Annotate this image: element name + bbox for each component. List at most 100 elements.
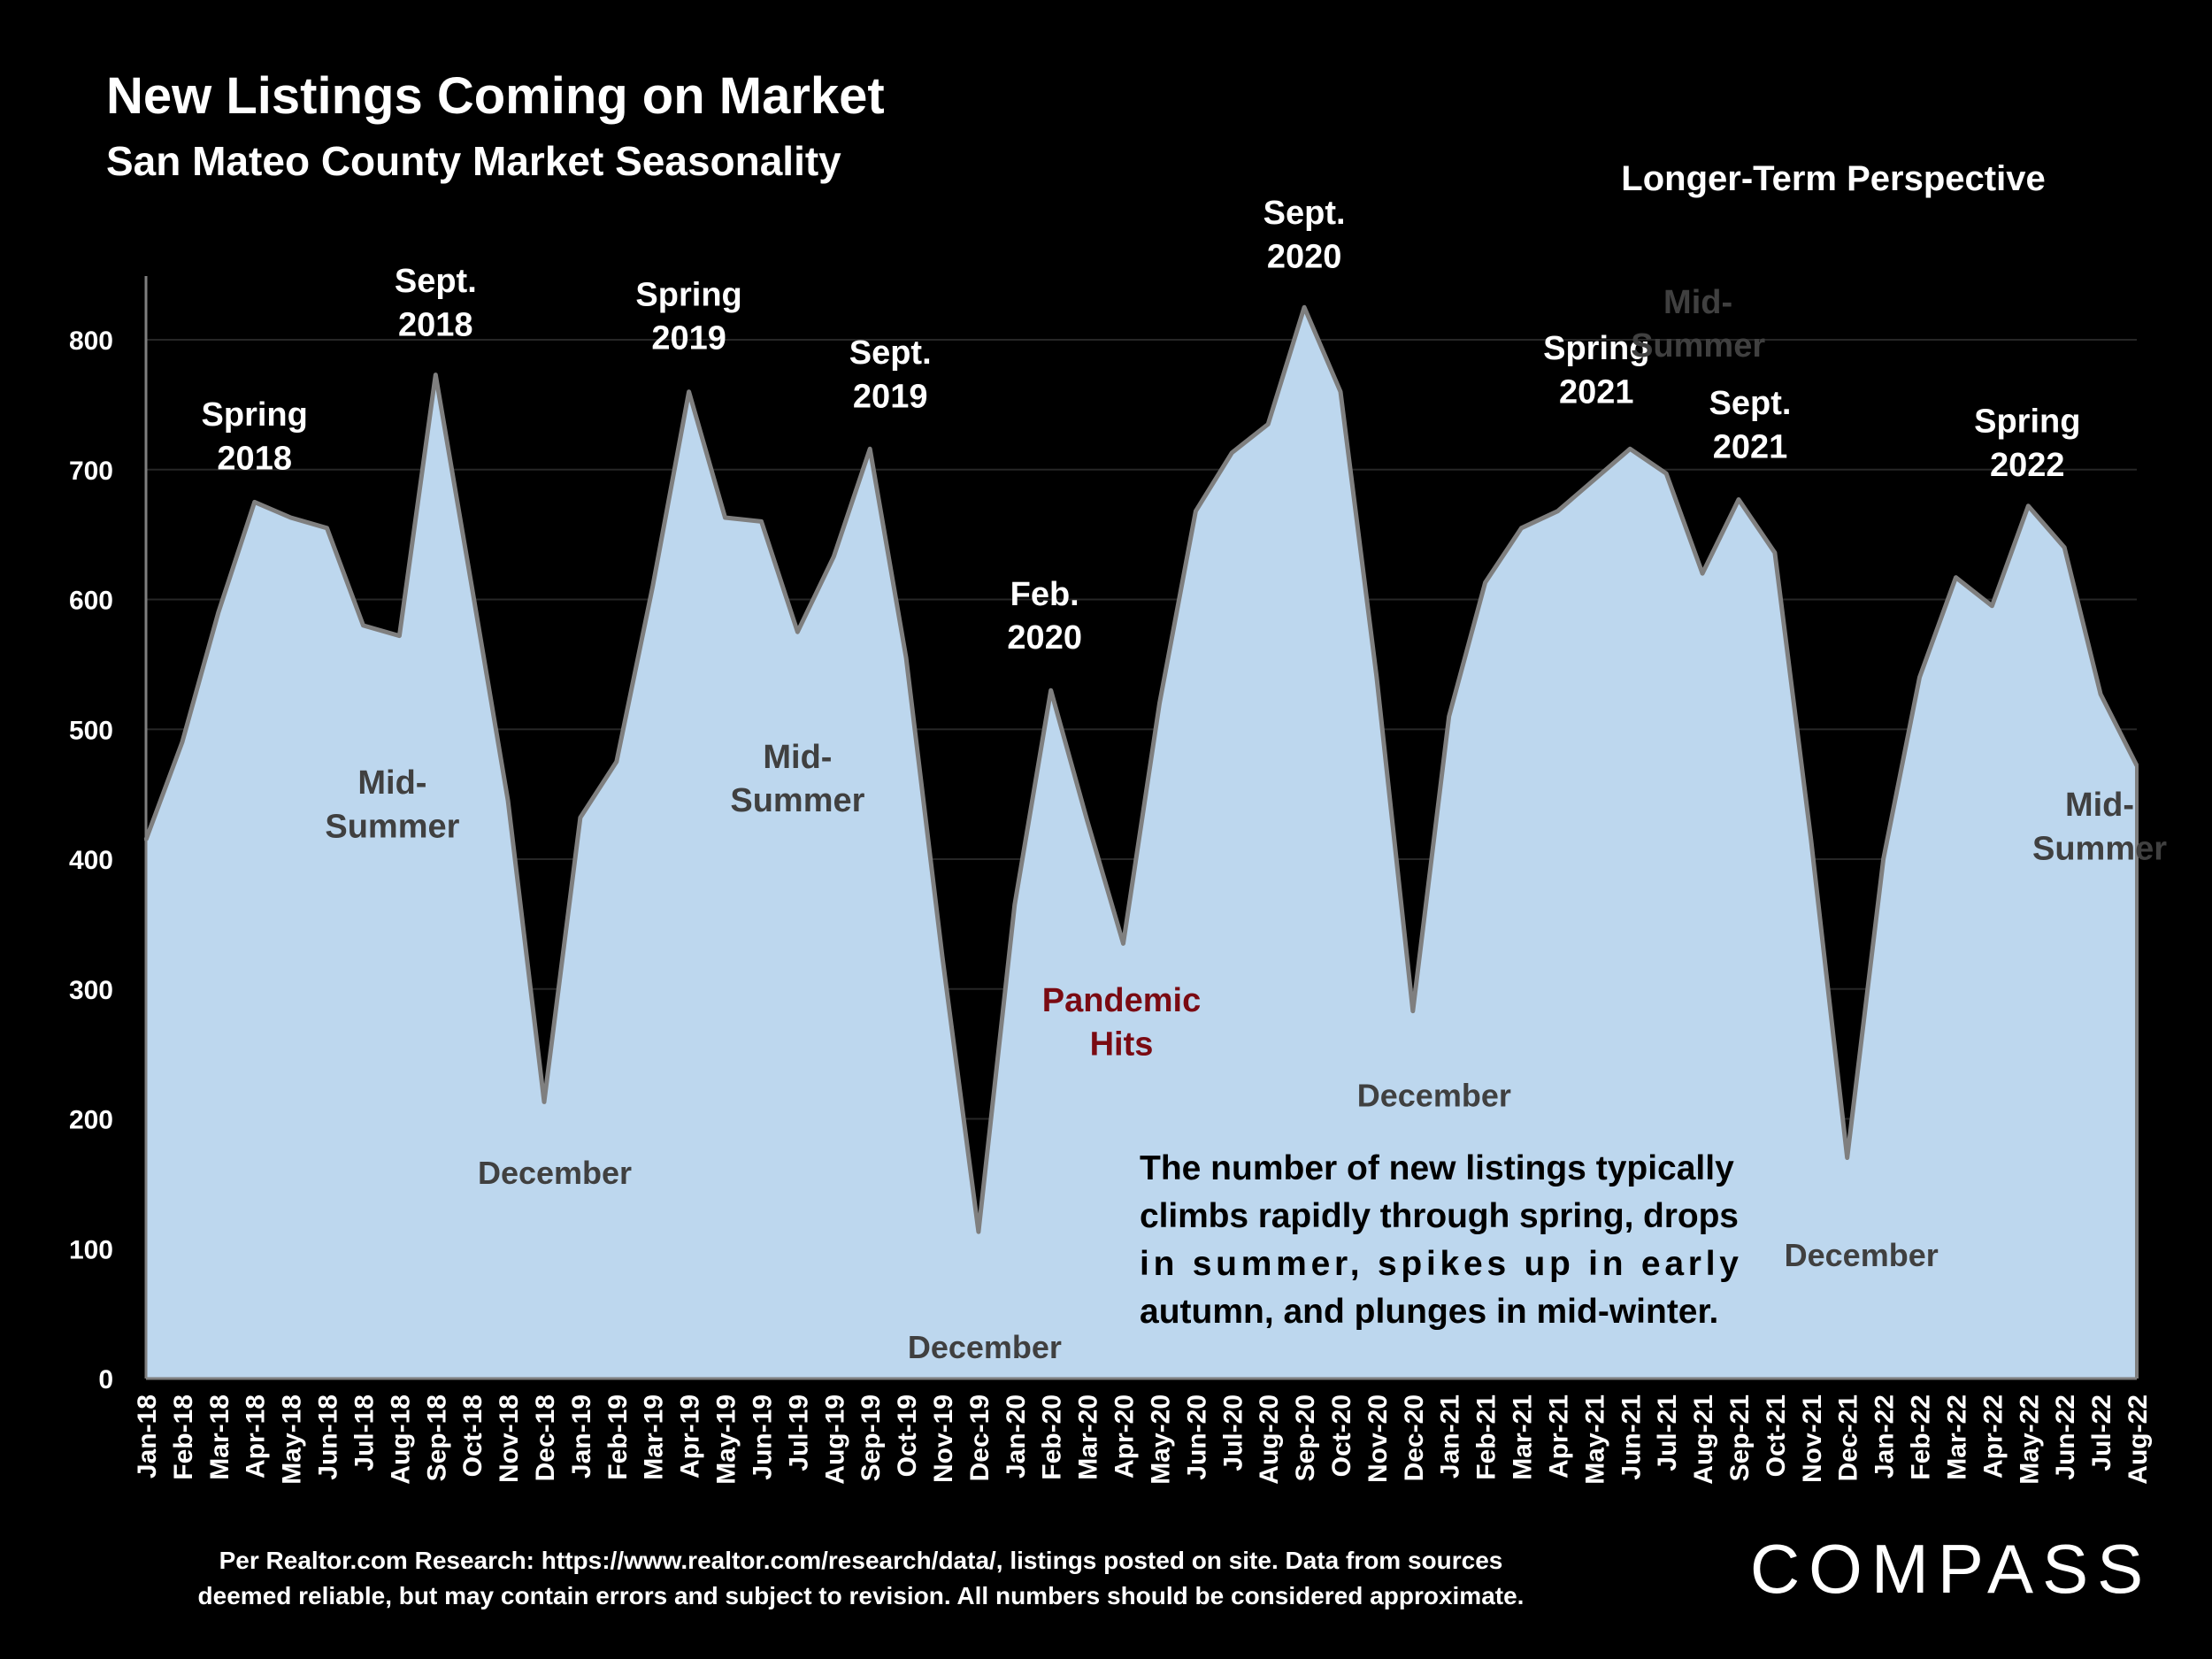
x-tick-label: Mar-18 — [205, 1394, 234, 1480]
note-line-1: The number of new listings typically — [1140, 1149, 1734, 1187]
annotation-sep-18: Sept. 2018 — [395, 263, 477, 343]
area-fill — [146, 307, 2137, 1379]
x-tick-label: Oct-20 — [1327, 1394, 1356, 1477]
data-point-Jul-18: Jul-18: 580 — [361, 623, 365, 627]
data-point-Aug-21: Aug-21: 620 — [1701, 572, 1705, 576]
annotation-feb-20: Feb. 2020 — [1007, 576, 1082, 657]
chart-subtitle: San Mateo County Market Seasonality — [106, 138, 841, 184]
data-point-Oct-19: Oct-19: 555 — [904, 656, 909, 660]
x-tick-label: Dec-20 — [1400, 1394, 1429, 1481]
perspective-label: Longer-Term Perspective — [1621, 159, 2045, 198]
x-tick-label: Aug-22 — [2124, 1394, 2153, 1485]
annotation-line: December — [908, 1329, 1062, 1365]
data-point-Jul-20: Jul-20: 713 — [1230, 450, 1234, 455]
annotation-apr-19: Spring 2019 — [635, 276, 741, 357]
data-point-Jun-18: Jun-18: 655 — [325, 526, 329, 530]
data-point-Apr-18: Apr-18: 675 — [252, 500, 257, 504]
x-tick-label: May-18 — [278, 1394, 307, 1485]
data-point-Jan-20: Jan-20: 365 — [1012, 902, 1017, 907]
data-point-Oct-21: Oct-21: 636 — [1772, 550, 1777, 555]
x-tick-label: Jul-20 — [1218, 1394, 1248, 1471]
data-point-Jun-20: Jun-20: 668 — [1194, 509, 1198, 513]
y-tick-label: 600 — [69, 587, 113, 616]
x-tick-label: Jun-22 — [2051, 1394, 2080, 1480]
x-tick-label: Sep-18 — [422, 1394, 451, 1481]
data-point-Aug-18: Aug-18: 572 — [397, 634, 402, 638]
data-point-Dec-19: Dec-19: 113 — [976, 1230, 980, 1234]
data-point-Jan-22: Jan-22: 400 — [1881, 857, 1886, 861]
compass-logo: COMPASS — [1750, 1530, 2152, 1608]
x-tick-label: Aug-21 — [1689, 1394, 1718, 1485]
x-tick-label: May-19 — [712, 1394, 741, 1485]
x-tick-label: Jan-22 — [1870, 1394, 1900, 1479]
annotation-may-22: Spring 2022 — [1974, 403, 2080, 483]
data-point-Oct-20: Oct-20: 760 — [1339, 389, 1342, 394]
annotations: Spring 2018 Mid- Summer Sept. 2018 December Spr… — [202, 195, 2168, 1365]
x-tick-label: Feb-19 — [603, 1394, 633, 1480]
data-point-Dec-20: Dec-20: 283 — [1410, 1009, 1415, 1013]
annotation-dec-18: December — [478, 1155, 632, 1191]
data-point-Mar-21: Mar-21: 655 — [1519, 526, 1524, 530]
x-tick-label: Sep-19 — [856, 1394, 886, 1481]
x-tick-label: Jul-19 — [784, 1394, 813, 1471]
data-point-Sep-19: Sep-19: 716 — [868, 447, 872, 451]
data-point-Jun-22: Jun-22: 640 — [2062, 545, 2067, 549]
x-tick-label: Feb-20 — [1038, 1394, 1067, 1480]
x-tick-label: Nov-19 — [929, 1394, 958, 1483]
x-tick-label: Jan-21 — [1436, 1394, 1465, 1479]
y-tick-label: 300 — [69, 976, 113, 1005]
annotation-line: 2018 — [398, 307, 473, 344]
x-tick-label: Aug-19 — [820, 1394, 849, 1485]
x-tick-label: Oct-18 — [458, 1394, 488, 1477]
x-tick-label: Nov-21 — [1798, 1394, 1827, 1483]
x-tick-label: Jul-21 — [1653, 1394, 1682, 1471]
annotation-line: Spring — [1543, 330, 1649, 367]
x-tick-label: Apr-20 — [1110, 1394, 1140, 1479]
y-tick-label: 0 — [98, 1365, 113, 1394]
annotation-aug-22: Mid- Summer — [2032, 787, 2167, 867]
y-tick-label: 400 — [69, 846, 113, 875]
data-point-Nov-18: Nov-18: 445 — [506, 799, 511, 803]
data-point-Feb-22: Feb-22: 540 — [1917, 675, 1922, 680]
data-point-Sep-18: Sep-18: 773 — [434, 373, 438, 377]
x-tick-label: Aug-18 — [386, 1394, 415, 1485]
x-tick-label: Jan-20 — [1002, 1394, 1031, 1479]
x-tick-label: Mar-19 — [640, 1394, 669, 1480]
data-point-Sep-20: Sep-20: 825 — [1302, 305, 1307, 310]
data-point-Jun-21: Jun-21: 716 — [1628, 447, 1632, 451]
annotation-line: Summer — [325, 809, 459, 846]
x-tick-label: Jan-19 — [567, 1394, 596, 1479]
x-tick-label: Jul-18 — [349, 1394, 379, 1471]
x-tick-label: Mar-20 — [1074, 1394, 1103, 1480]
x-tick-label: Sep-21 — [1725, 1394, 1755, 1481]
annotation-apr-18: Spring 2018 — [202, 396, 308, 477]
annotation-line: Mid- — [1663, 284, 1732, 321]
x-tick-label: May-21 — [1580, 1394, 1609, 1485]
note-line-3: in summer, spikes up in early — [1140, 1245, 1739, 1283]
data-point-Mar-19: Mar-19: 610 — [650, 584, 655, 588]
x-tick-label: Jun-18 — [314, 1394, 343, 1480]
data-point-Apr-22: Apr-22: 595 — [1990, 603, 1994, 608]
annotation-line: 2020 — [1267, 238, 1342, 275]
data-point-Apr-19: Apr-19: 760 — [687, 389, 691, 394]
data-point-May-18: May-18: 663 — [288, 516, 293, 519]
x-tick-label: Dec-21 — [1834, 1394, 1863, 1481]
annotation-aug-18: Mid- Summer — [325, 764, 459, 845]
data-point-May-19: May-19: 663 — [723, 516, 727, 519]
x-tick-label: Oct-19 — [893, 1394, 922, 1477]
annotation-line: Mid- — [2065, 787, 2134, 824]
annotation-line: 2020 — [1007, 619, 1082, 657]
y-tick-labels: 0 100 200 300 400 500 600 700 800 — [69, 326, 113, 1394]
annotation-line: Hits — [1090, 1025, 1154, 1063]
annotation-line: December — [478, 1155, 632, 1191]
y-tick-label: 100 — [69, 1235, 113, 1264]
x-tick-label: Nov-20 — [1363, 1394, 1393, 1483]
x-tick-label: Feb-22 — [1907, 1394, 1936, 1480]
annotation-line: Summer — [1631, 327, 1765, 365]
annotation-line: Sept. — [395, 263, 477, 300]
data-point-Jul-19: Jul-19: 575 — [795, 630, 800, 634]
annotation-line: Summer — [2032, 830, 2167, 867]
annotation-line: Mid- — [357, 764, 426, 802]
y-tick-label: 800 — [69, 326, 113, 356]
